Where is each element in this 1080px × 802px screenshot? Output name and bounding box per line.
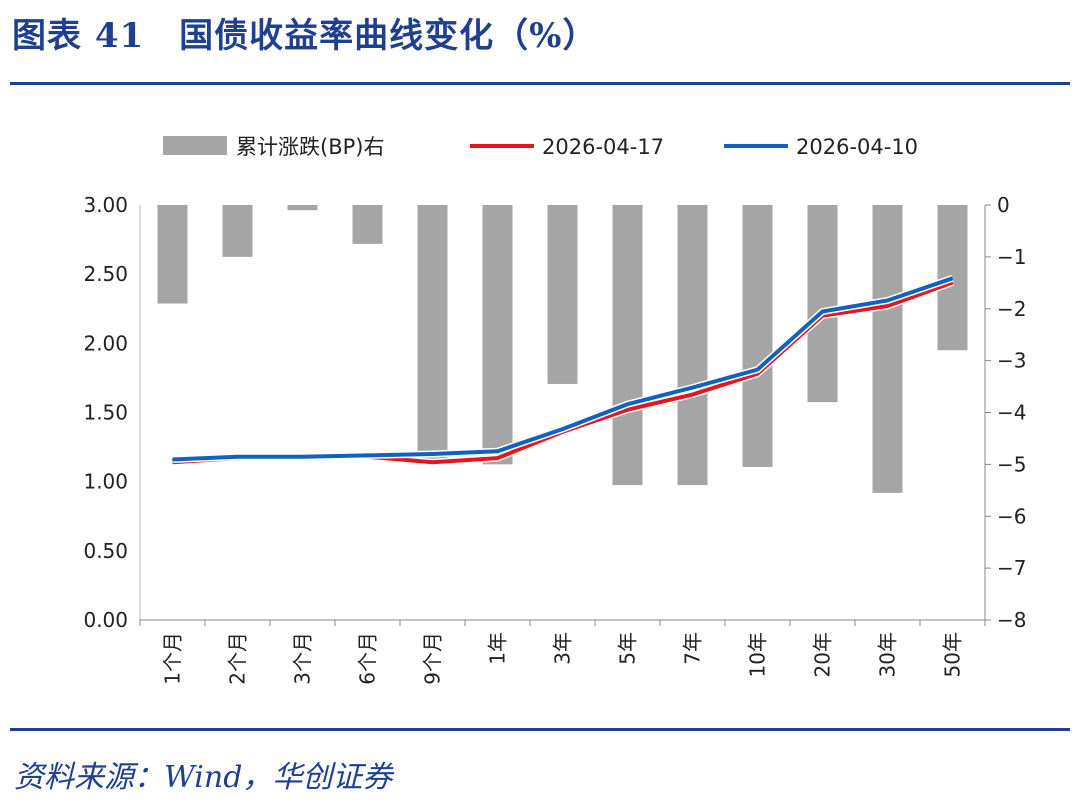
point <box>497 457 498 459</box>
x-tick-label: 2个月 <box>226 632 250 685</box>
left-tick-label: 2.00 <box>83 331 128 355</box>
left-tick-label: 3.00 <box>83 193 128 217</box>
point <box>172 459 173 461</box>
legend-swatch-bars <box>163 136 227 155</box>
point <box>887 305 888 307</box>
x-tick-label: 7年 <box>681 632 705 665</box>
bar-30年 <box>872 205 903 493</box>
x-tick-label: 50年 <box>941 632 965 677</box>
legend-label-line: 2026-04-10 <box>796 135 918 159</box>
left-tick-label: 0.00 <box>83 608 128 632</box>
x-tick-label: 3年 <box>551 632 575 665</box>
right-tick-label: −2 <box>997 297 1026 321</box>
left-tick-label: 1.00 <box>83 470 128 494</box>
bar-6个月 <box>352 205 383 244</box>
bar-7年 <box>677 205 708 486</box>
point <box>887 299 888 301</box>
legend-label-line: 2026-04-17 <box>542 135 664 159</box>
x-tick-label: 5年 <box>616 632 640 665</box>
point <box>692 387 693 389</box>
legend-label-bars: 累计涨跌(BP)右 <box>236 135 384 159</box>
figure-title: 图表 41 国债收益率曲线变化（%） <box>12 16 598 56</box>
bar-3年 <box>547 205 578 384</box>
point <box>432 453 433 455</box>
title-rule <box>10 82 1070 85</box>
point <box>497 450 498 452</box>
left-tick-label: 2.50 <box>83 262 128 286</box>
point <box>432 461 433 463</box>
point <box>952 277 953 279</box>
left-tick-label: 0.50 <box>83 539 128 563</box>
right-tick-label: −5 <box>997 452 1026 476</box>
bar-9个月 <box>417 205 448 460</box>
x-tick-label: 30年 <box>876 632 900 677</box>
point <box>562 428 563 430</box>
bar-2个月 <box>222 205 253 257</box>
point <box>627 403 628 405</box>
point <box>822 311 823 313</box>
right-tick-label: −4 <box>997 401 1026 425</box>
point <box>952 281 953 283</box>
x-tick-label: 3个月 <box>291 632 315 685</box>
bar-10年 <box>742 205 773 467</box>
left-tick-label: 1.50 <box>83 401 128 425</box>
right-tick-label: 0 <box>997 193 1010 217</box>
bar-5年 <box>612 205 643 486</box>
bar-50年 <box>937 205 968 351</box>
right-tick-label: −7 <box>997 556 1026 580</box>
point <box>757 373 758 375</box>
point <box>757 369 758 371</box>
source-note: 资料来源：Wind，华创证券 <box>14 760 393 795</box>
x-tick-label: 9个月 <box>421 632 445 685</box>
bar-20年 <box>807 205 838 403</box>
right-tick-label: −3 <box>997 349 1026 373</box>
right-tick-label: −6 <box>997 504 1026 528</box>
point <box>302 456 303 458</box>
x-tick-label: 1年 <box>486 632 510 665</box>
right-tick-label: −8 <box>997 608 1026 632</box>
x-tick-label: 6个月 <box>356 632 380 685</box>
x-tick-label: 10年 <box>746 632 770 677</box>
point <box>627 409 628 411</box>
x-tick-label: 1个月 <box>161 632 185 685</box>
right-tick-label: −1 <box>997 245 1026 269</box>
x-tick-label: 20年 <box>811 632 835 677</box>
point <box>237 456 238 458</box>
bar-1年 <box>482 205 513 465</box>
point <box>367 454 368 456</box>
bar-3个月 <box>287 205 318 211</box>
point <box>692 394 693 396</box>
footer-rule <box>10 728 1070 731</box>
bar-1个月 <box>157 205 188 304</box>
